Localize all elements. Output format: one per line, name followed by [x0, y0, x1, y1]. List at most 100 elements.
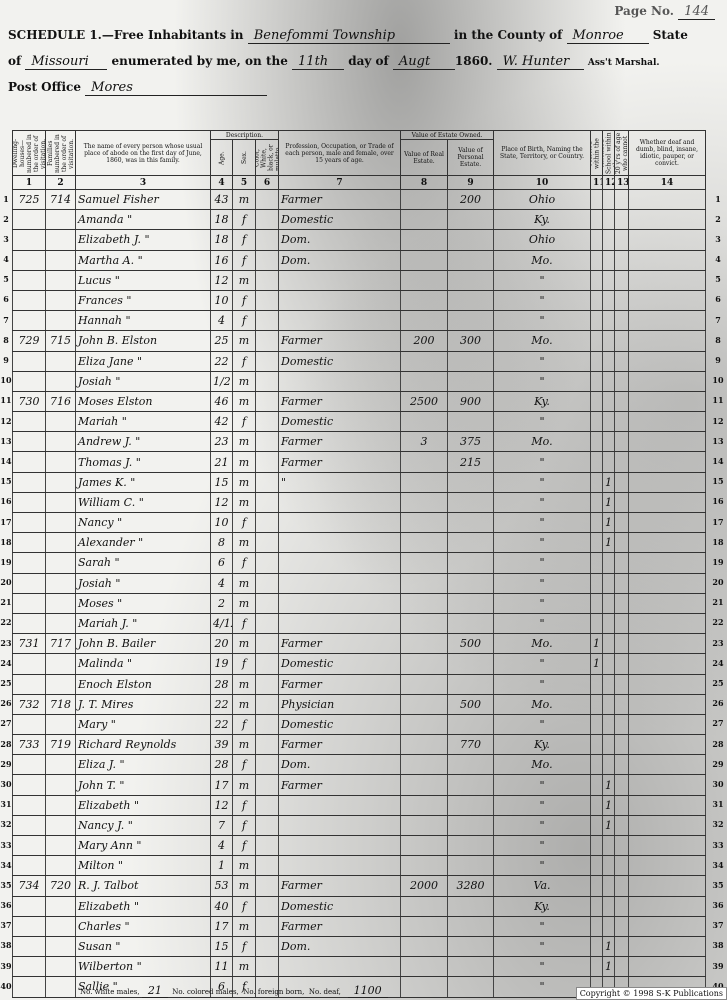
- personal-estate-value: [447, 613, 495, 635]
- census-table: Dwelling-houses—numbered in the order of…: [12, 130, 707, 998]
- color: [254, 875, 280, 897]
- line-number: 22: [712, 617, 724, 628]
- age: 2: [210, 593, 233, 614]
- color: [254, 795, 280, 816]
- disability: [628, 351, 707, 372]
- illiterate-mark: [614, 714, 630, 736]
- column-number: 6: [254, 175, 280, 190]
- birthplace: ": [493, 815, 592, 837]
- col-family-header: Families numbered in the order of visita…: [45, 130, 76, 176]
- person-name: Eliza Jane ": [75, 351, 211, 372]
- enumeration-line: of Missouri enumerated by me, on the 11t…: [8, 54, 660, 70]
- sex: m: [232, 189, 256, 211]
- line-number: 4: [3, 254, 9, 265]
- birthplace: Mo.: [493, 250, 592, 271]
- line-number: 4: [715, 254, 721, 265]
- real-estate-value: [400, 694, 449, 715]
- description-header: Description.: [209, 130, 280, 140]
- personal-estate-value: [447, 956, 495, 978]
- real-estate-value: [400, 532, 449, 554]
- personal-estate-value: [447, 774, 495, 796]
- married-mark: [590, 351, 604, 372]
- state-label: State: [652, 28, 688, 42]
- family-number: [45, 472, 76, 493]
- married-mark: [590, 795, 604, 816]
- color: [254, 613, 280, 635]
- school-mark: [602, 754, 616, 776]
- table-row: 734 720 R. J. Talbot 53 m Farmer 2000 3280 Va.: [12, 875, 707, 897]
- school-mark: [602, 734, 616, 756]
- person-name: Moses ": [75, 593, 211, 614]
- dwelling-number: [12, 229, 46, 251]
- school-mark: [602, 270, 616, 291]
- real-estate-value: [400, 653, 449, 675]
- township-value: Benefommi Township: [247, 28, 450, 44]
- illiterate-mark: [614, 330, 630, 352]
- disability: [628, 875, 707, 897]
- table-row: 725 714 Samuel Fisher 43 m Farmer 200 Ohio: [12, 189, 707, 211]
- table-row: Mary Ann " 4 f ": [12, 835, 707, 857]
- line-number: 35: [712, 879, 724, 890]
- married-mark: [590, 714, 604, 736]
- table-row: Sarah " 6 f ": [12, 552, 707, 574]
- month-value: Augt: [392, 54, 455, 70]
- family-number: 715: [45, 330, 76, 352]
- married-mark: [590, 532, 604, 554]
- personal-estate-value: [447, 472, 495, 493]
- real-estate-value: [400, 351, 449, 372]
- color: [254, 936, 280, 958]
- age: 21: [210, 451, 233, 473]
- table-row: Martha A. " 16 f Dom. Mo.: [12, 250, 707, 271]
- line-number: 10: [0, 375, 12, 386]
- school-mark: [602, 573, 616, 594]
- sex: m: [232, 593, 256, 614]
- dwelling-number: [12, 714, 46, 736]
- table-row: Frances " 10 f ": [12, 290, 707, 312]
- line-number: 3: [715, 233, 721, 244]
- married-mark: [590, 250, 604, 271]
- line-number: 26: [0, 698, 12, 709]
- color: [254, 694, 280, 715]
- illiterate-mark: [614, 936, 630, 958]
- illiterate-mark: [614, 451, 630, 473]
- birthplace: ": [493, 270, 592, 291]
- occupation: Dom.: [278, 936, 402, 958]
- disability: [628, 209, 707, 231]
- family-number: [45, 209, 76, 231]
- illiterate-mark: [614, 694, 630, 715]
- footer-value: 1100: [347, 984, 388, 998]
- color: [254, 472, 280, 493]
- school-mark: [602, 351, 616, 372]
- illiterate-mark: [614, 472, 630, 493]
- school-mark: [602, 250, 616, 271]
- real-estate-value: 2500: [400, 391, 449, 413]
- school-mark: [602, 330, 616, 352]
- family-number: [45, 270, 76, 291]
- age: 22: [210, 351, 233, 372]
- sex: m: [232, 956, 256, 978]
- real-estate-value: [400, 613, 449, 635]
- married-mark: [590, 674, 604, 695]
- dwelling-number: [12, 552, 46, 574]
- table-row: Alexander " 8 m " 1: [12, 532, 707, 554]
- person-name: William C. ": [75, 492, 211, 514]
- column-number: 12: [602, 175, 616, 190]
- age: 18: [210, 209, 233, 231]
- table-row: Sallie " 6 f ": [12, 976, 707, 998]
- col-occupation-header: Profession, Occupation, or Trade of each…: [278, 130, 402, 176]
- col-age-header: Age.: [210, 139, 233, 176]
- line-number: 5: [3, 274, 9, 285]
- married-mark: [590, 512, 604, 534]
- family-number: [45, 896, 76, 917]
- dwelling-number: [12, 936, 46, 958]
- column-number: 14: [628, 175, 707, 190]
- disability: [628, 270, 707, 291]
- occupation: [278, 956, 402, 978]
- married-mark: [590, 552, 604, 574]
- disability: [628, 371, 707, 392]
- disability: [628, 754, 707, 776]
- dwelling-number: [12, 815, 46, 837]
- school-mark: 1: [602, 512, 616, 534]
- line-number: 23: [0, 637, 12, 648]
- line-number: 13: [712, 435, 724, 446]
